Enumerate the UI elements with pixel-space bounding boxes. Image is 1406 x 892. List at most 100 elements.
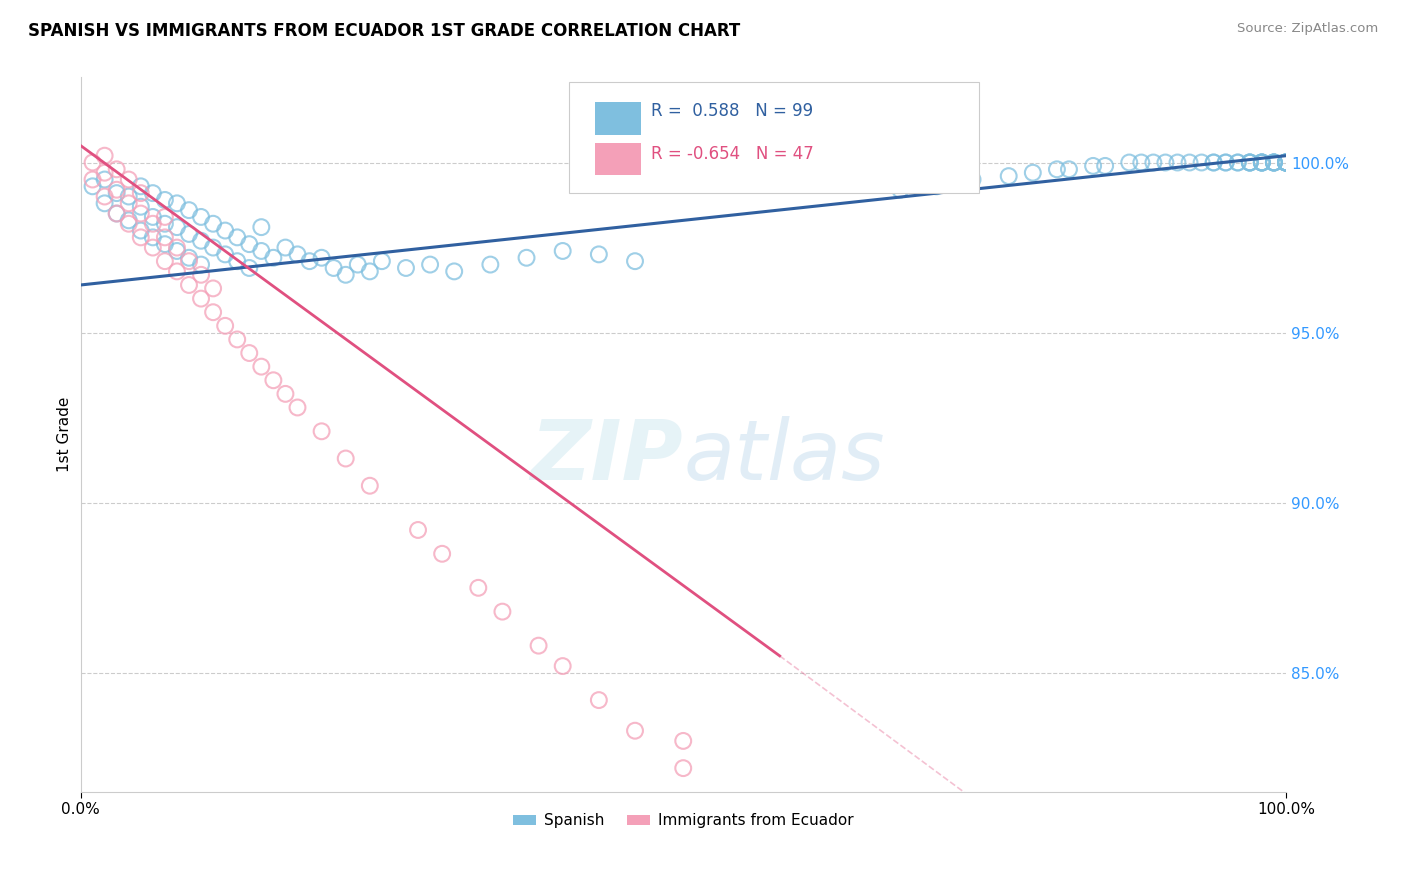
Point <box>274 241 297 255</box>
Point <box>287 247 309 261</box>
Point <box>1166 155 1188 169</box>
Point <box>214 223 236 237</box>
Point <box>142 186 165 201</box>
Point <box>624 723 647 738</box>
Point <box>1046 162 1069 177</box>
Point <box>335 268 357 282</box>
Point <box>419 258 441 272</box>
Point <box>202 217 225 231</box>
Point <box>1202 155 1225 169</box>
Point <box>515 251 537 265</box>
Point <box>214 318 236 333</box>
Point <box>311 251 333 265</box>
Point <box>93 149 115 163</box>
Point <box>359 264 381 278</box>
Point <box>190 258 212 272</box>
Point <box>1275 155 1298 169</box>
FancyBboxPatch shape <box>595 144 641 176</box>
Point <box>250 220 273 235</box>
Point <box>1130 155 1153 169</box>
Point <box>1118 155 1140 169</box>
Point <box>962 172 984 186</box>
Point <box>1275 155 1298 169</box>
Text: SPANISH VS IMMIGRANTS FROM ECUADOR 1ST GRADE CORRELATION CHART: SPANISH VS IMMIGRANTS FROM ECUADOR 1ST G… <box>28 22 741 40</box>
Point <box>298 254 321 268</box>
Point <box>1215 155 1237 169</box>
Point <box>250 244 273 258</box>
Point <box>491 605 513 619</box>
Point <box>527 639 550 653</box>
Point <box>202 241 225 255</box>
Point <box>672 734 695 748</box>
Point <box>1191 155 1213 169</box>
Point <box>166 244 188 258</box>
Point <box>153 230 176 244</box>
Point <box>335 451 357 466</box>
Point <box>177 277 200 292</box>
Text: ZIP: ZIP <box>530 416 683 497</box>
Point <box>166 220 188 235</box>
Point <box>166 241 188 255</box>
Point <box>588 247 610 261</box>
Point <box>153 237 176 252</box>
Point <box>1275 155 1298 169</box>
Point <box>118 196 141 211</box>
Point <box>118 172 141 186</box>
Point <box>1275 155 1298 169</box>
Point <box>82 179 104 194</box>
Point <box>93 189 115 203</box>
Point <box>82 155 104 169</box>
Point <box>177 203 200 218</box>
Point <box>129 206 152 220</box>
Point <box>1215 155 1237 169</box>
Point <box>142 230 165 244</box>
Point <box>166 196 188 211</box>
Text: Source: ZipAtlas.com: Source: ZipAtlas.com <box>1237 22 1378 36</box>
Point <box>1263 155 1285 169</box>
Point <box>202 305 225 319</box>
Point <box>1178 155 1201 169</box>
Point <box>311 425 333 439</box>
Point <box>118 213 141 227</box>
Point <box>1250 155 1272 169</box>
Point <box>1239 155 1261 169</box>
FancyBboxPatch shape <box>595 103 641 135</box>
Point <box>1226 155 1249 169</box>
Point <box>406 523 429 537</box>
Point <box>1275 155 1298 169</box>
Point <box>142 217 165 231</box>
Point <box>322 260 344 275</box>
Point <box>226 254 249 268</box>
Point <box>1094 159 1116 173</box>
Point <box>190 268 212 282</box>
Point <box>105 186 128 201</box>
Text: R = -0.654   N = 47: R = -0.654 N = 47 <box>651 145 814 162</box>
Point <box>129 179 152 194</box>
Point <box>1239 155 1261 169</box>
Point <box>118 189 141 203</box>
Point <box>1154 155 1177 169</box>
Point <box>997 169 1019 183</box>
Point <box>1275 155 1298 169</box>
Point <box>588 693 610 707</box>
Point <box>624 254 647 268</box>
Point <box>250 359 273 374</box>
Point <box>371 254 394 268</box>
Point <box>105 206 128 220</box>
Point <box>395 260 418 275</box>
Point <box>1275 155 1298 169</box>
Point <box>1250 155 1272 169</box>
Point <box>82 172 104 186</box>
Point <box>479 258 502 272</box>
Point <box>262 373 284 387</box>
Point <box>153 210 176 224</box>
Point <box>105 206 128 220</box>
Point <box>1022 166 1045 180</box>
Point <box>274 387 297 401</box>
Text: R =  0.588   N = 99: R = 0.588 N = 99 <box>651 102 813 120</box>
Point <box>551 659 574 673</box>
Point <box>153 193 176 207</box>
Point <box>1263 155 1285 169</box>
Point <box>226 230 249 244</box>
Point <box>1275 155 1298 169</box>
